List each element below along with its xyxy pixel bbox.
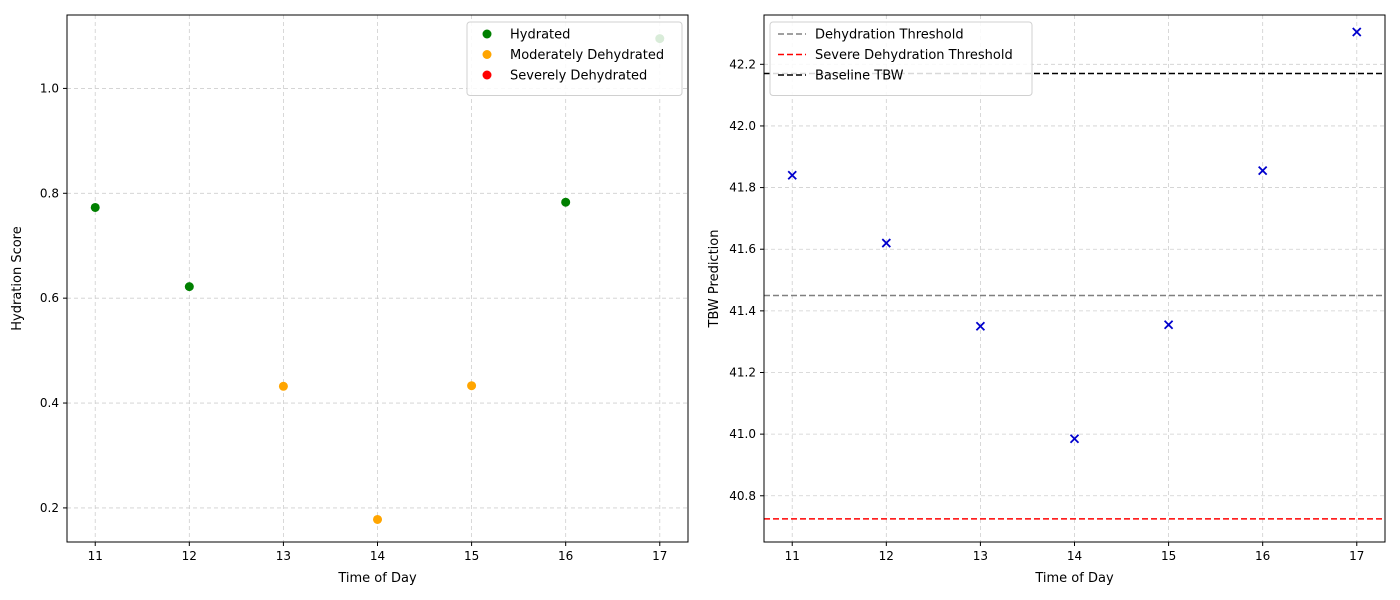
data-point-stroke xyxy=(1163,320,1174,330)
data-point xyxy=(561,197,571,207)
y-axis-label: TBW Prediction xyxy=(707,230,722,329)
y-tick-label: 42.2 xyxy=(729,57,756,71)
y-tick-label: 0.4 xyxy=(40,396,59,410)
x-tick-label: 14 xyxy=(1067,549,1082,563)
data-point-stroke xyxy=(1352,27,1362,37)
data-point xyxy=(278,381,288,391)
x-tick-label: 17 xyxy=(652,549,667,563)
y-tick-label: 1.0 xyxy=(40,81,59,95)
x-tick-label: 15 xyxy=(464,549,479,563)
y-tick-label: 41.0 xyxy=(729,427,756,441)
data-point xyxy=(881,238,891,248)
plot-frame xyxy=(763,14,1386,543)
plot-panel-1: 11 12 13 14 15 16 17 0.2 0.4 0.6 0.8 1.0 Time of Day… xyxy=(10,14,689,586)
y-tick-label: 41.4 xyxy=(729,304,756,318)
legend-box xyxy=(769,21,1033,96)
legend-label: Severely Dehydrated xyxy=(510,69,647,84)
data-point xyxy=(1352,27,1362,37)
x-tick-label: 15 xyxy=(1161,549,1176,563)
y-tick-label: 42.0 xyxy=(729,119,756,133)
data-point-stroke xyxy=(1069,434,1080,444)
legend-label: Moderately Dehydrated xyxy=(510,48,664,63)
legend: Dehydration Threshold Severe Dehydration … xyxy=(769,21,1033,96)
legend-label: Baseline TBW xyxy=(815,69,904,84)
data-point-stroke xyxy=(787,170,797,180)
plot-panel-2: 11 12 13 14 15 16 17 40.8 41.0 41.2 41.4 41.6 41.8 42… xyxy=(707,14,1386,586)
legend-label: Dehydration Threshold xyxy=(815,28,964,43)
x-tick-label: 12 xyxy=(182,549,197,563)
x-tick-label: 14 xyxy=(370,549,385,563)
y-tick-label: 41.6 xyxy=(729,242,756,256)
y-tick-label: 0.2 xyxy=(40,501,59,515)
data-point xyxy=(373,514,382,524)
data-point xyxy=(184,282,194,292)
data-point-stroke xyxy=(1258,165,1268,176)
x-tick-label: 13 xyxy=(276,549,291,563)
legend-box xyxy=(466,21,683,96)
x-tick-label: 17 xyxy=(1349,549,1364,563)
data-point xyxy=(90,202,100,212)
legend-swatch xyxy=(482,29,492,39)
plot-frame xyxy=(66,14,689,543)
data-point-stroke xyxy=(975,321,986,331)
legend-swatch xyxy=(482,70,492,80)
data-point xyxy=(1069,434,1080,444)
x-tick-label: 13 xyxy=(973,549,988,563)
y-tick-label: 0.8 xyxy=(40,186,59,200)
data-point xyxy=(975,321,986,331)
y-axis-label: Hydration Score xyxy=(10,226,25,330)
data-point xyxy=(1163,320,1174,330)
x-tick-label: 16 xyxy=(558,549,573,563)
y-tick-label: 40.8 xyxy=(729,489,756,503)
legend-swatch xyxy=(482,50,492,59)
data-point-stroke xyxy=(881,238,891,248)
x-tick-label: 11 xyxy=(785,549,800,563)
legend-label: Severe Dehydration Threshold xyxy=(815,48,1013,63)
x-tick-label: 12 xyxy=(879,549,894,563)
x-tick-label: 16 xyxy=(1255,549,1270,563)
y-tick-label: 0.6 xyxy=(40,291,59,305)
data-point xyxy=(1258,165,1268,176)
x-axis-label: Time of Day xyxy=(337,571,417,586)
legend: Hydrated Moderately Dehydrated Severely De… xyxy=(466,21,683,96)
data-point xyxy=(467,381,477,391)
x-tick-label: 11 xyxy=(88,549,103,563)
data-point xyxy=(787,170,797,180)
legend-label: Hydrated xyxy=(510,28,570,43)
x-axis-label: Time of Day xyxy=(1034,571,1114,586)
y-tick-label: 41.2 xyxy=(729,365,756,379)
y-tick-label: 41.8 xyxy=(729,181,756,195)
